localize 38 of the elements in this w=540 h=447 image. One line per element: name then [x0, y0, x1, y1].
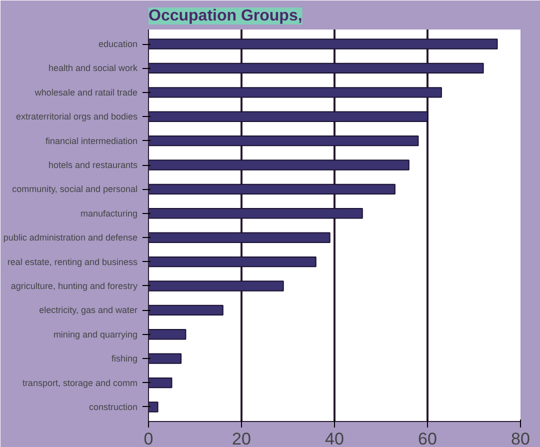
bar [148, 38, 498, 50]
y-tick-label: electricity, gas and water [39, 305, 138, 316]
y-tick-label: fishing [111, 354, 138, 364]
bar [148, 184, 396, 195]
y-tick-label: education [98, 39, 138, 50]
bar [148, 329, 186, 340]
y-tick-label: real estate, renting and business [7, 256, 138, 267]
chart-title: Occupation Groups, [148, 8, 302, 24]
x-tick-label: 80 [511, 430, 530, 447]
bar [148, 87, 442, 98]
bar [148, 62, 484, 74]
y-tick-label: health and social work [48, 63, 138, 74]
bar [148, 402, 158, 412]
bar [148, 280, 284, 292]
bar [148, 304, 224, 316]
x-tick-label: 20 [232, 430, 251, 447]
bar [148, 377, 172, 388]
bar [148, 232, 330, 243]
y-tick-label: public administration and defense [3, 232, 138, 243]
y-tick-label: transport, storage and comm [22, 378, 138, 388]
x-tick-label: 0 [144, 430, 154, 447]
y-tick-label: construction [88, 402, 138, 412]
y-tick-label: hotels and restaurants [48, 160, 138, 170]
y-tick-label: manufacturing [80, 208, 138, 218]
x-tick-label: 40 [325, 430, 344, 447]
bar [148, 208, 363, 219]
x-tick-label: 60 [418, 430, 437, 447]
y-tick-label: extraterritorial orgs and bodies [16, 112, 138, 122]
y-tick-label: wholesale and ratail trade [34, 87, 138, 98]
y-tick-label: mining and quarrying [53, 329, 138, 340]
bar [148, 111, 428, 122]
bar [148, 135, 419, 146]
bar [148, 353, 182, 364]
y-tick-label: financial intermediation [45, 136, 138, 146]
y-tick-label: community, social and personal [12, 184, 138, 194]
y-tick-label: agriculture, hunting and forestry [10, 280, 138, 291]
bar [148, 160, 410, 170]
bar [148, 256, 316, 268]
